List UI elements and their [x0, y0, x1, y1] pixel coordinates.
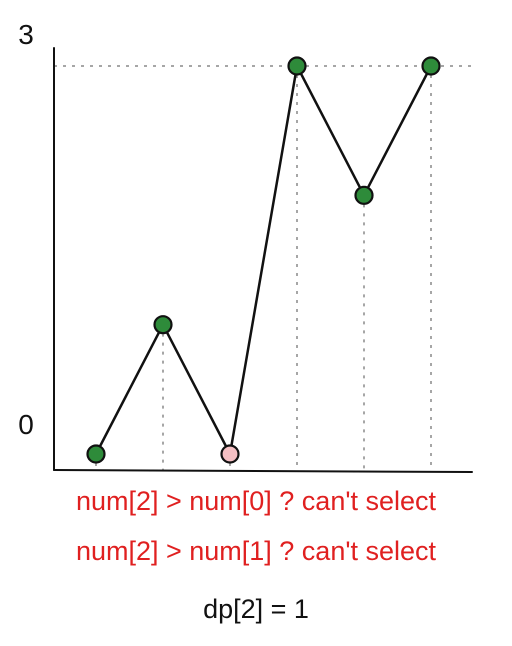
dp-result: dp[2] = 1 [203, 594, 309, 624]
y-tick-label-max: 3 [18, 19, 34, 50]
line-segment-4 [362, 64, 433, 197]
line-diagram: 3 0 [18, 19, 473, 473]
y-tick-label-min: 0 [18, 409, 34, 440]
annotation-line-2: num[2] > num[1] ? can't select [75, 536, 437, 566]
line-segment-3 [295, 64, 366, 197]
line-segment-1 [161, 323, 232, 456]
data-point-5 [421, 56, 441, 76]
highlighted-point [220, 444, 240, 464]
line-segment-2 [228, 64, 299, 456]
data-point-1 [153, 315, 173, 335]
data-points [86, 56, 441, 464]
data-point-3 [287, 56, 307, 76]
x-axis [53, 469, 473, 473]
annotation-line-1: num[2] > num[0] ? can't select [75, 486, 437, 516]
line-segment-0 [94, 323, 165, 456]
data-point-0 [86, 444, 106, 464]
data-point-4 [354, 185, 374, 205]
series-line [94, 64, 433, 456]
